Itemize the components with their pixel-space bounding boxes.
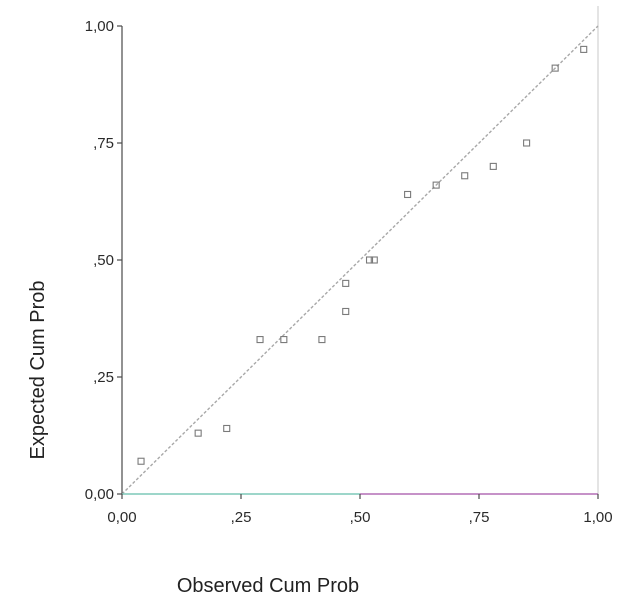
scatter-point: [461, 172, 469, 180]
y-tick-label: ,50: [93, 252, 114, 269]
x-tick-label: 0,00: [107, 509, 136, 526]
x-axis-title: Observed Cum Prob: [177, 575, 359, 597]
scatter-point: [551, 64, 559, 72]
y-axis-ticks: 0,00 ,25 ,50 ,75 1,00: [85, 18, 122, 503]
scatter-point: [137, 457, 145, 465]
scatter-point: [194, 429, 202, 437]
x-tick-label: ,25: [231, 509, 252, 526]
scatter-points: [137, 45, 588, 465]
x-tick-label: ,75: [469, 509, 490, 526]
x-axis-ticks: 0,00 ,25 ,50 ,75 1,00: [107, 494, 613, 526]
plot-area: 0,00 ,25 ,50 ,75 1,00 0,00 ,25 ,50 ,75 1,00: [85, 6, 613, 526]
scatter-point: [404, 190, 412, 199]
reference-diagonal-line: [121, 25, 599, 495]
x-tick-label: 1,00: [583, 509, 612, 526]
scatter-point: [489, 162, 497, 170]
x-tick-label: ,50: [350, 509, 371, 526]
scatter-point: [580, 45, 588, 53]
scatter-point: [365, 256, 374, 264]
scatter-point: [342, 307, 350, 316]
scatter-point: [523, 139, 531, 147]
scatter-point: [432, 181, 440, 189]
y-tick-label: 0,00: [85, 486, 114, 503]
scatter-point: [256, 336, 264, 344]
y-tick-label: ,75: [93, 135, 114, 152]
scatter-point: [342, 279, 350, 287]
y-tick-label: 1,00: [85, 18, 114, 35]
scatter-point: [280, 336, 288, 344]
scatter-point: [223, 424, 231, 433]
y-tick-label: ,25: [93, 369, 114, 386]
scatter-point: [318, 336, 326, 344]
scatter-point: [370, 256, 378, 264]
y-axis-title: Expected Cum Prob: [27, 281, 49, 460]
